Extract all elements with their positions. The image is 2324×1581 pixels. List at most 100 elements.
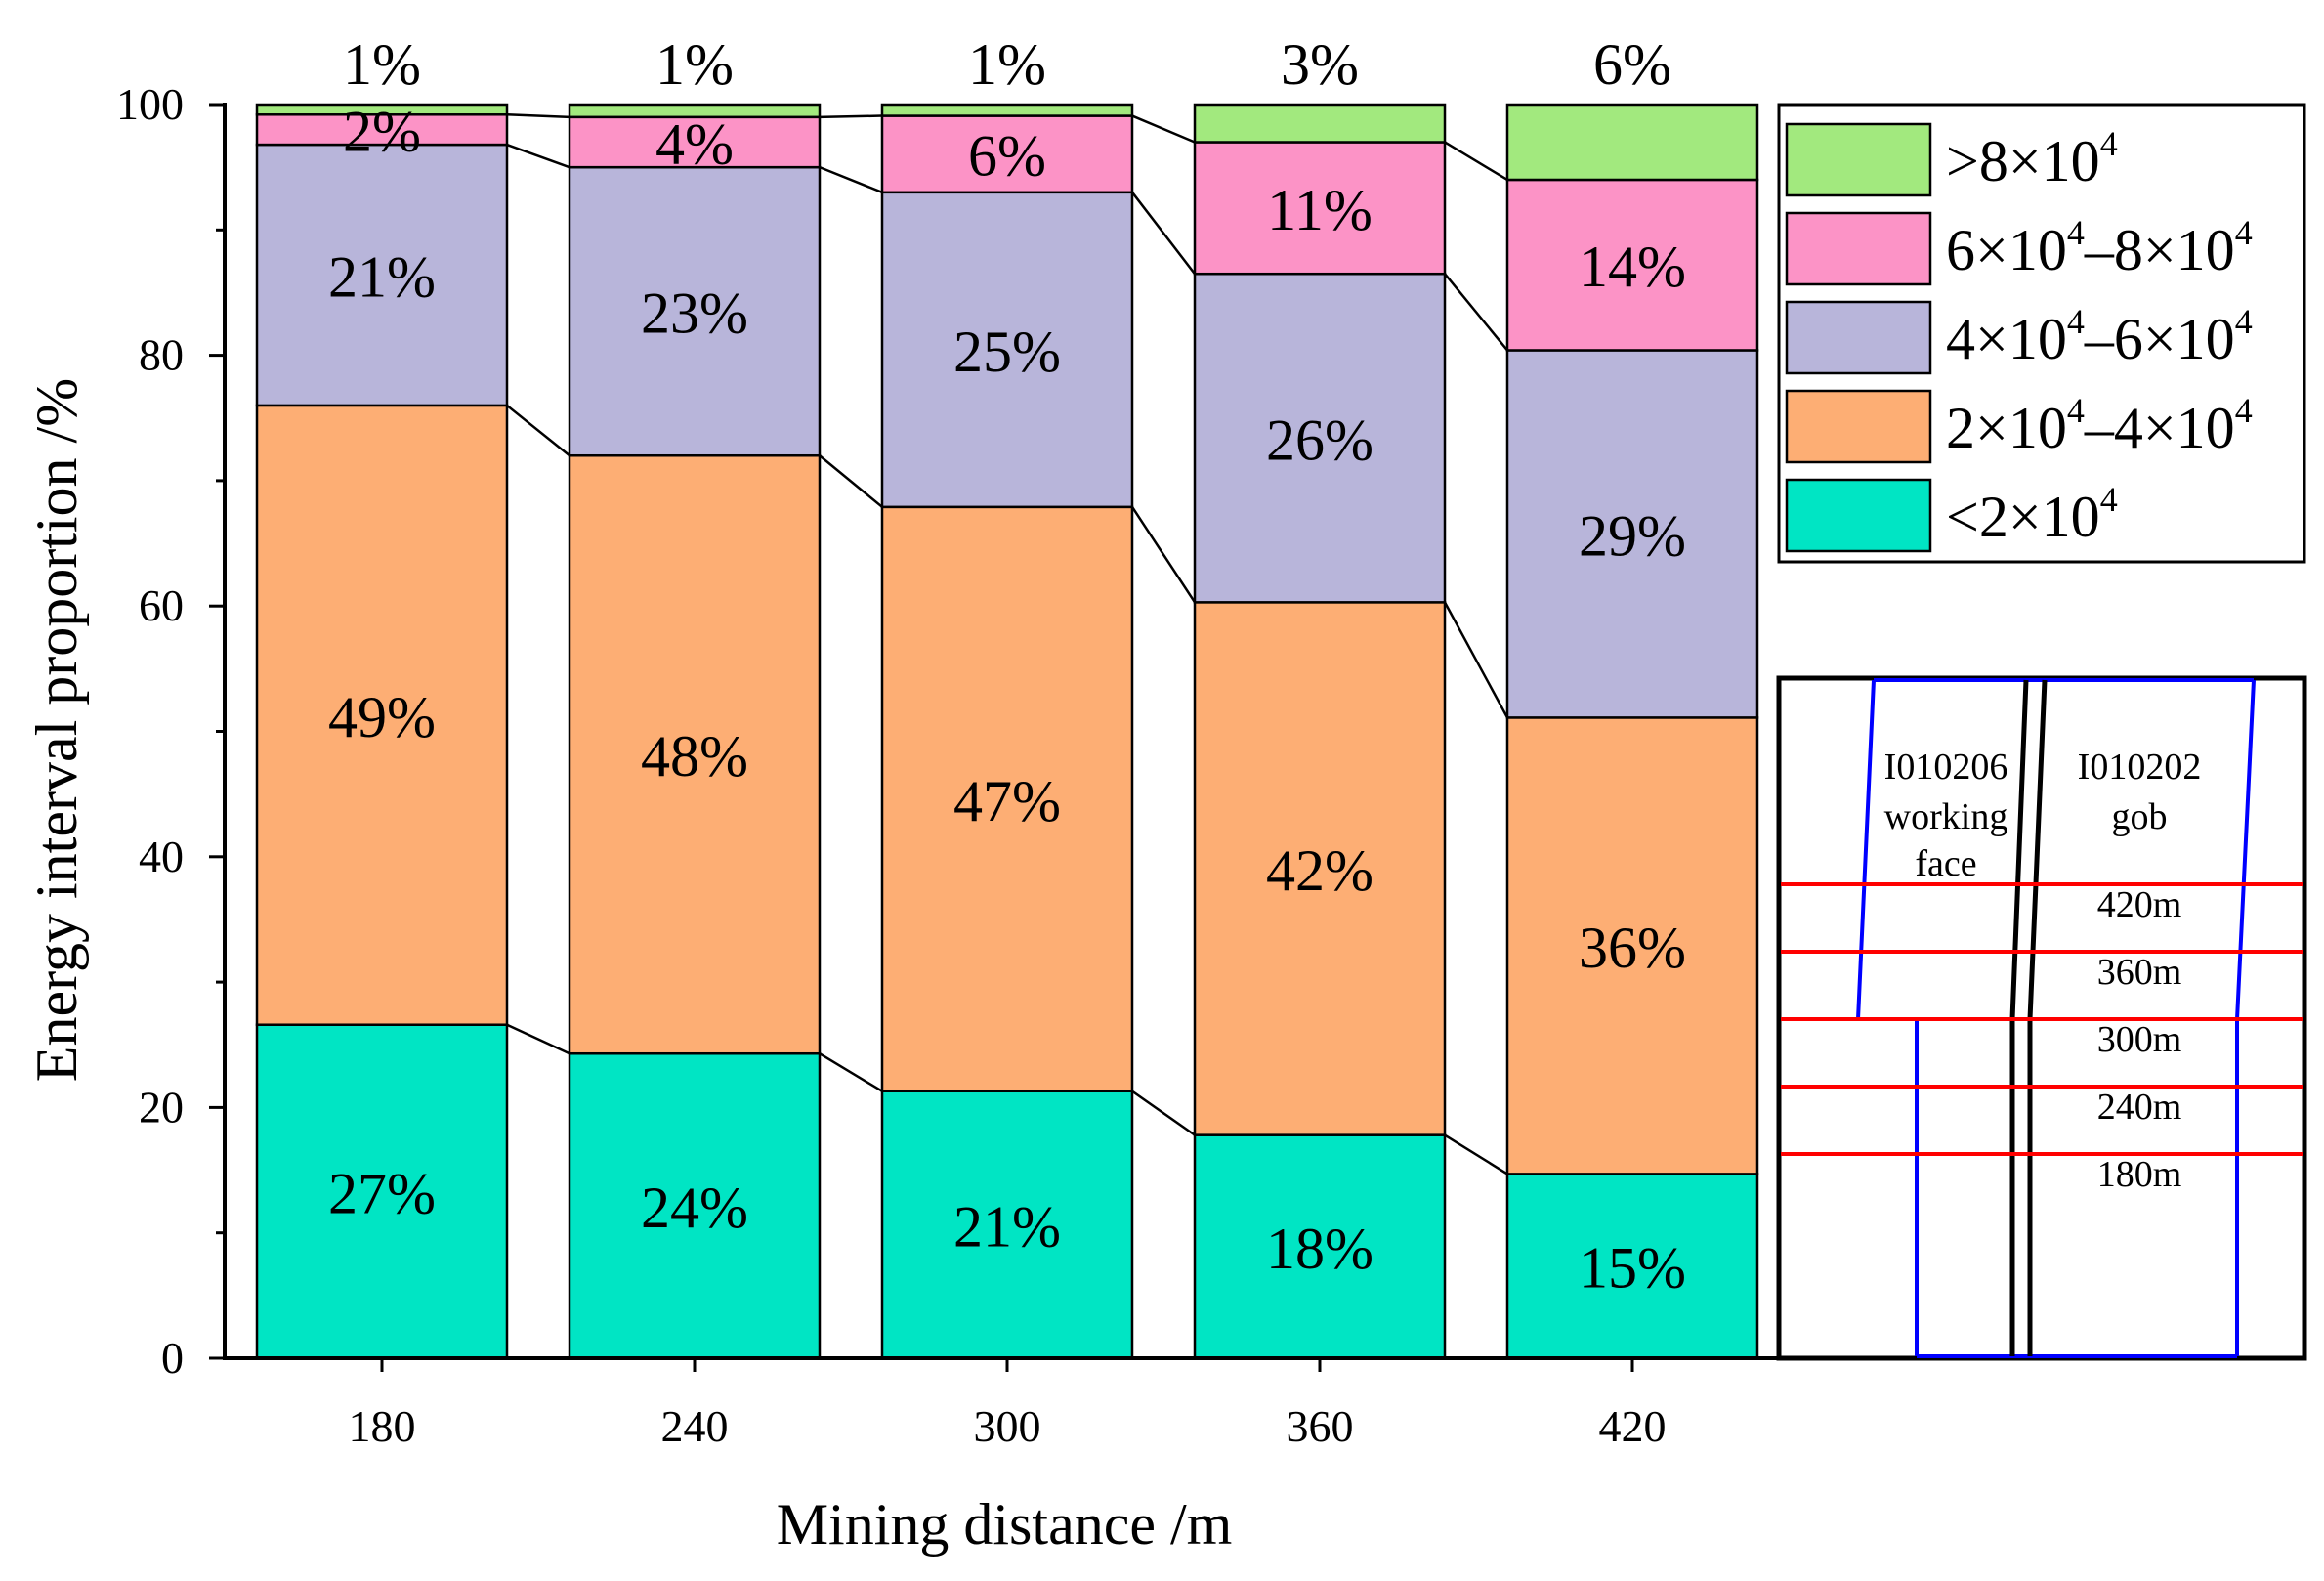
bar-segment-360-s0 — [1193, 1133, 1447, 1360]
bar-segment-180-s0 — [255, 1023, 509, 1360]
y-tick-label-20: 20 — [139, 1082, 184, 1132]
x-axis-title: Mining distance /m — [777, 1492, 1233, 1557]
legend-label-0: >8×104 — [1946, 124, 2118, 193]
data-label-300-s0: 21% — [953, 1194, 1061, 1259]
bar-segment-300-s4 — [880, 103, 1134, 117]
data-label-420-s1: 36% — [1579, 916, 1686, 980]
bar-segment-300-s2 — [880, 191, 1134, 509]
data-label-300-s4: 1% — [968, 32, 1046, 97]
distance-label-300m: 300m — [2097, 1019, 2182, 1060]
x-tick-label-420: 420 — [1599, 1401, 1667, 1451]
data-label-180-s3: 2% — [343, 100, 421, 164]
bar-segment-420-s0 — [1505, 1173, 1759, 1360]
y-tick-label-100: 100 — [116, 79, 184, 129]
bar-segment-420-s2 — [1505, 349, 1759, 719]
data-label-420-s4: 6% — [1593, 32, 1671, 97]
legend: >8×104 6×104–8×104 4×104–6×104 2×104–4×104 <… — [1777, 103, 2306, 564]
data-label-300-s3: 6% — [968, 124, 1046, 189]
connector-line-s1-3 — [1443, 601, 1509, 718]
bar-segment-240-s1 — [568, 453, 822, 1055]
y-tick-label-80: 80 — [139, 330, 184, 380]
bar-segment-360-s3 — [1193, 141, 1447, 276]
connector-line-s2-0 — [506, 143, 570, 169]
connector-line-s1-2 — [1130, 506, 1197, 604]
legend-label-1: 6×104–8×104 — [1946, 213, 2253, 282]
y-tick-label-60: 60 — [139, 580, 184, 630]
data-label-360-s3: 11% — [1267, 178, 1373, 242]
bar-segment-420-s4 — [1505, 103, 1759, 182]
distance-label-180m: 180m — [2097, 1154, 2182, 1195]
x-tick-label-300: 300 — [974, 1401, 1041, 1451]
gob-id: I010202 — [2078, 747, 2202, 788]
legend-label-2: 4×104–6×104 — [1946, 302, 2253, 371]
bar-segment-300-s0 — [880, 1090, 1134, 1360]
data-label-360-s1: 42% — [1266, 838, 1373, 903]
distance-label-420m: 420m — [2097, 884, 2182, 925]
bar-segment-360-s1 — [1193, 601, 1447, 1136]
legend-swatch-4 — [1785, 478, 1932, 553]
x-tick-label-360: 360 — [1287, 1401, 1354, 1451]
legend-swatch-3 — [1785, 389, 1932, 464]
bar-segment-180-s3 — [255, 113, 509, 147]
connector-line-s1-0 — [506, 404, 570, 457]
bar-segment-240-s4 — [568, 103, 822, 119]
connector-line-s1-1 — [819, 454, 883, 508]
data-label-420-s2: 29% — [1579, 503, 1686, 568]
legend-label-4: <2×104 — [1946, 480, 2118, 549]
data-label-180-s0: 27% — [328, 1161, 436, 1225]
bar-segment-240-s3 — [568, 115, 822, 169]
legend-label-3: 2×104–4×104 — [1946, 391, 2253, 460]
data-label-180-s1: 49% — [328, 685, 436, 749]
distance-label-360m: 360m — [2097, 952, 2182, 993]
data-label-240-s0: 24% — [641, 1175, 748, 1240]
bar-segment-180-s4 — [255, 103, 509, 116]
y-axis-title: Energy interval proportion /% — [24, 378, 89, 1082]
bar-segment-240-s2 — [568, 165, 822, 457]
distance-label-240m: 240m — [2097, 1087, 2182, 1128]
x-tick-label-180: 180 — [349, 1401, 416, 1451]
bar-segment-420-s1 — [1505, 716, 1759, 1175]
working-face-face: face — [1915, 843, 1976, 884]
connector-line-s0-2 — [1131, 1090, 1196, 1136]
legend-swatch-0 — [1785, 122, 1932, 197]
working-face-id: I010206 — [1884, 747, 2008, 788]
connector-line-s0-1 — [819, 1052, 883, 1092]
bar-segment-180-s1 — [255, 404, 509, 1026]
data-label-360-s4: 3% — [1281, 32, 1359, 97]
data-label-180-s2: 21% — [328, 244, 436, 309]
data-label-360-s0: 18% — [1266, 1217, 1373, 1281]
data-label-180-s4: 1% — [343, 32, 421, 97]
connector-line-s2-3 — [1444, 273, 1508, 352]
legend-swatch-2 — [1785, 300, 1932, 375]
ticks-layer: 0 20 40 60 80 100 180 240 300 360 420 — [116, 79, 1667, 1451]
data-label-300-s2: 25% — [953, 320, 1061, 384]
bar-segment-420-s3 — [1505, 178, 1759, 352]
data-label-420-s3: 14% — [1579, 235, 1686, 299]
bar-segment-300-s1 — [880, 505, 1134, 1092]
y-tick-label-0: 0 — [161, 1333, 184, 1383]
connector-line-s3-2 — [1131, 114, 1196, 144]
connector-line-s3-0 — [506, 113, 570, 119]
bar-segment-360-s2 — [1193, 272, 1447, 604]
data-label-240-s4: 1% — [655, 32, 734, 97]
data-label-240-s2: 23% — [641, 281, 748, 346]
data-label-360-s2: 26% — [1266, 407, 1373, 472]
legend-items: >8×104 6×104–8×104 4×104–6×104 2×104–4×104 <… — [1785, 122, 2253, 553]
y-tick-label-40: 40 — [139, 832, 184, 881]
connector-line-s2-1 — [819, 165, 883, 193]
legend-swatch-1 — [1785, 211, 1932, 286]
working-face-word: working — [1884, 796, 2008, 837]
x-tick-label-240: 240 — [661, 1401, 729, 1451]
bar-segment-360-s4 — [1193, 103, 1447, 144]
connector-line-s3-1 — [819, 114, 883, 119]
data-label-240-s3: 4% — [655, 111, 734, 176]
connector-line-s3-3 — [1444, 141, 1508, 182]
bars-layer: 27%49%21%2%1%24%48%23%4%1%21%47%25%6%1%1… — [255, 32, 1759, 1360]
connector-line-s0-0 — [506, 1023, 570, 1055]
data-label-240-s1: 48% — [641, 724, 748, 789]
data-label-420-s0: 15% — [1579, 1236, 1686, 1301]
inset-panel: I010206 working face I010202 gob 420m 36… — [1776, 675, 2307, 1361]
gob-word: gob — [2112, 796, 2168, 837]
connector-line-s2-2 — [1131, 192, 1196, 275]
